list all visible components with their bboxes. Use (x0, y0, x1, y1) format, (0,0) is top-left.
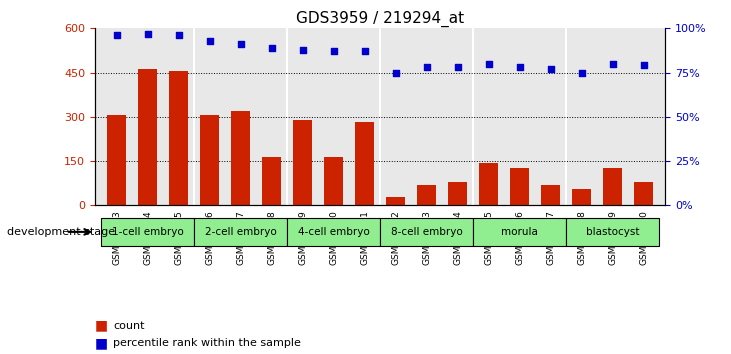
Point (235, 41, 246, 47)
Text: 8-cell embryo: 8-cell embryo (391, 227, 463, 237)
Bar (386, 197, 405, 205)
Point (607, 61, 618, 67)
Bar (325, 157, 343, 205)
Point (173, 33, 184, 38)
FancyBboxPatch shape (473, 217, 566, 246)
FancyBboxPatch shape (101, 217, 194, 246)
Bar (170, 71, 188, 205)
Text: 4-cell embryo: 4-cell embryo (298, 227, 369, 237)
Text: count: count (113, 321, 145, 331)
Point (266, 45, 278, 51)
Text: blastocyst: blastocyst (586, 227, 640, 237)
Point (390, 70, 401, 75)
Text: 2-cell embryo: 2-cell embryo (205, 227, 276, 237)
Bar (510, 167, 529, 205)
Bar (200, 115, 219, 205)
Point (452, 64, 463, 70)
Text: ■: ■ (95, 319, 108, 333)
Text: 1-cell embryo: 1-cell embryo (112, 227, 183, 237)
Point (545, 66, 556, 72)
Point (421, 64, 433, 70)
Bar (417, 185, 436, 205)
Bar (138, 69, 157, 205)
Point (297, 47, 308, 52)
FancyBboxPatch shape (194, 217, 287, 246)
Point (142, 31, 154, 36)
Bar (355, 122, 374, 205)
Point (514, 64, 526, 70)
Bar (448, 182, 467, 205)
Title: GDS3959 / 219294_at: GDS3959 / 219294_at (296, 11, 464, 27)
Bar (572, 189, 591, 205)
Point (111, 33, 123, 38)
Point (204, 38, 216, 44)
Text: morula: morula (501, 227, 538, 237)
Text: development stage: development stage (7, 227, 115, 237)
Bar (541, 185, 560, 205)
FancyBboxPatch shape (287, 217, 380, 246)
Bar (603, 169, 622, 205)
Bar (293, 120, 312, 205)
Text: ■: ■ (95, 336, 108, 350)
Bar (107, 115, 126, 205)
Bar (480, 163, 498, 205)
Bar (262, 157, 281, 205)
Point (327, 48, 339, 54)
Bar (635, 182, 653, 205)
Bar (232, 111, 250, 205)
FancyBboxPatch shape (566, 217, 659, 246)
Point (359, 48, 371, 54)
Point (576, 70, 588, 75)
Point (482, 61, 494, 67)
FancyBboxPatch shape (380, 217, 473, 246)
Point (637, 63, 649, 68)
Text: percentile rank within the sample: percentile rank within the sample (113, 338, 301, 348)
